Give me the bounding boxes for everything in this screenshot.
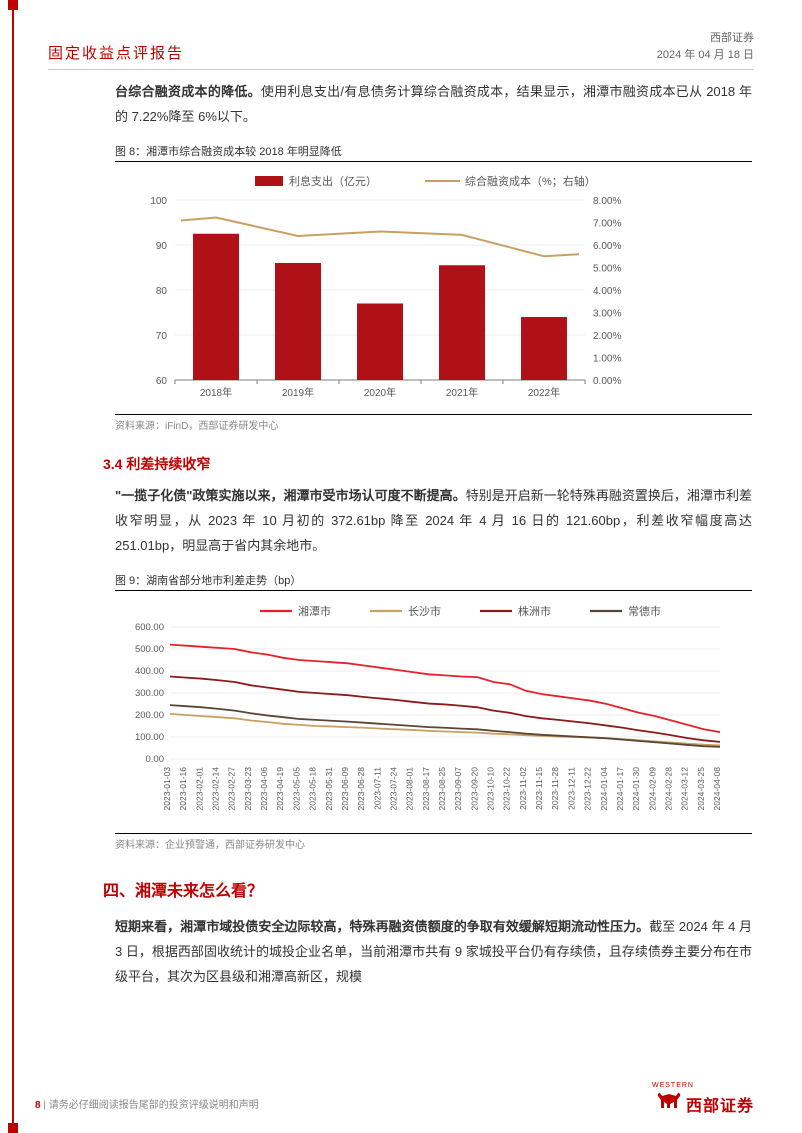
svg-text:2022年: 2022年 <box>528 386 560 399</box>
svg-text:0.00: 0.00 <box>146 754 165 765</box>
svg-text:2023-09-20: 2023-09-20 <box>469 767 479 811</box>
svg-text:2023-02-27: 2023-02-27 <box>227 767 237 811</box>
section-3-4-title: 3.4 利差持续收窄 <box>103 454 752 474</box>
svg-text:90: 90 <box>156 241 168 252</box>
svg-text:2023-08-01: 2023-08-01 <box>405 767 415 811</box>
svg-text:300.00: 300.00 <box>135 688 164 699</box>
svg-text:8.00%: 8.00% <box>593 196 621 207</box>
para3-bold: 短期来看，湘潭市域投债安全边际较高，特殊再融资债额度的争取有效缓解短期流动性压力… <box>115 919 649 934</box>
chart2-svg: 湘潭市 长沙市 株洲市 常德市 0.00 100.00 200.00 300.00 400.00… <box>115 599 735 829</box>
svg-text:2023-10-22: 2023-10-22 <box>502 767 512 811</box>
company-logo: WESTERN 西部证券 <box>656 1090 754 1117</box>
svg-text:株洲市: 株洲市 <box>518 604 551 618</box>
svg-text:2023-01-16: 2023-01-16 <box>178 767 188 811</box>
intro-bold: 台综合融资成本的降低。 <box>115 84 261 99</box>
svg-text:2023-10-10: 2023-10-10 <box>486 767 496 811</box>
svg-text:常德市: 常德市 <box>628 604 661 618</box>
svg-text:600.00: 600.00 <box>135 622 164 633</box>
company-name: 西部证券 <box>657 30 754 47</box>
disclaimer-text: | 请务必仔细阅读报告尾部的投资评级说明和声明 <box>41 1100 259 1111</box>
report-type: 固定收益点评报告 <box>48 42 184 63</box>
report-date: 2024 年 04 月 18 日 <box>657 47 754 64</box>
chart2-source: 资料来源：企业预警通，西部证券研发中心 <box>115 833 752 851</box>
svg-text:2024-03-12: 2024-03-12 <box>680 767 690 811</box>
svg-text:2024-02-09: 2024-02-09 <box>647 767 657 811</box>
svg-text:2023-12-22: 2023-12-22 <box>583 767 593 811</box>
chart2-container: 湘潭市 长沙市 株洲市 常德市 0.00 100.00 200.00 300.00 400.00… <box>115 590 752 829</box>
svg-text:2023-04-06: 2023-04-06 <box>259 767 269 811</box>
para3: 短期来看，湘潭市域投债安全边际较高，特殊再融资债额度的争取有效缓解短期流动性压力… <box>115 915 752 989</box>
svg-text:2023-04-19: 2023-04-19 <box>275 767 285 811</box>
logo-en: WESTERN <box>652 1082 694 1089</box>
svg-text:长沙市: 长沙市 <box>408 604 441 618</box>
svg-text:2023-05-31: 2023-05-31 <box>324 767 334 811</box>
svg-text:4.00%: 4.00% <box>593 286 621 297</box>
svg-text:2023-08-25: 2023-08-25 <box>437 767 447 811</box>
svg-text:80: 80 <box>156 286 168 297</box>
svg-text:6.00%: 6.00% <box>593 241 621 252</box>
svg-text:100.00: 100.00 <box>135 732 164 743</box>
chart1-caption: 图 8：湘潭市综合融资成本较 2018 年明显降低 <box>115 143 752 159</box>
svg-text:2023-05-18: 2023-05-18 <box>308 767 318 811</box>
svg-text:2021年: 2021年 <box>446 386 478 399</box>
svg-text:2024-03-25: 2024-03-25 <box>696 767 706 811</box>
svg-text:200.00: 200.00 <box>135 710 164 721</box>
svg-text:0.00%: 0.00% <box>593 376 621 387</box>
svg-text:5.00%: 5.00% <box>593 264 621 275</box>
svg-text:2023-02-01: 2023-02-01 <box>194 767 204 811</box>
svg-text:2023-12-11: 2023-12-11 <box>566 767 576 810</box>
svg-text:2019年: 2019年 <box>282 386 314 399</box>
svg-text:湘潭市: 湘潭市 <box>298 604 331 618</box>
chart1-container: 利息支出（亿元） 综合融资成本（%；右轴） 60 70 80 90 100 0.00% 1.00… <box>115 161 752 410</box>
svg-text:2023-03-23: 2023-03-23 <box>243 767 253 811</box>
svg-text:2023-01-03: 2023-01-03 <box>162 767 172 811</box>
svg-text:2024-02-28: 2024-02-28 <box>663 767 673 811</box>
logo-cn: 西部证券 <box>686 1092 754 1116</box>
svg-text:500.00: 500.00 <box>135 644 164 655</box>
svg-text:综合融资成本（%；右轴）: 综合融资成本（%；右轴） <box>465 174 596 188</box>
svg-text:3.00%: 3.00% <box>593 309 621 320</box>
svg-text:60: 60 <box>156 376 168 387</box>
svg-text:2023-06-28: 2023-06-28 <box>356 767 366 811</box>
header-right: 西部证券 2024 年 04 月 18 日 <box>657 30 754 63</box>
svg-text:2023-08-17: 2023-08-17 <box>421 767 431 811</box>
chart1-source: 资料来源：iFinD，西部证券研发中心 <box>115 414 752 432</box>
para2: "一揽子化债"政策实施以来，湘潭市受市场认可度不断提高。特别是开启新一轮特殊再融… <box>115 484 752 558</box>
svg-text:2020年: 2020年 <box>364 386 396 399</box>
svg-text:2023-07-11: 2023-07-11 <box>372 767 382 810</box>
svg-text:2023-09-07: 2023-09-07 <box>453 767 463 811</box>
svg-text:利息支出（亿元）: 利息支出（亿元） <box>289 174 377 188</box>
svg-text:2024-01-17: 2024-01-17 <box>615 767 625 811</box>
svg-text:2023-06-09: 2023-06-09 <box>340 767 350 811</box>
intro-paragraph: 台综合融资成本的降低。使用利息支出/有息债务计算综合融资成本，结果显示，湘潭市融… <box>115 80 752 129</box>
chart2-caption: 图 9：湖南省部分地市利差走势（bp） <box>115 572 752 588</box>
svg-text:2023-11-02: 2023-11-02 <box>518 767 528 810</box>
svg-text:2023-11-15: 2023-11-15 <box>534 767 544 810</box>
chart1-svg: 利息支出（亿元） 综合融资成本（%；右轴） 60 70 80 90 100 0.00% 1.00… <box>115 170 655 410</box>
svg-text:2024-04-08: 2024-04-08 <box>712 767 722 811</box>
svg-text:100: 100 <box>150 196 167 207</box>
svg-text:1.00%: 1.00% <box>593 354 621 365</box>
svg-text:2023-02-14: 2023-02-14 <box>211 767 221 811</box>
svg-text:2023-05-05: 2023-05-05 <box>291 767 301 811</box>
svg-text:2.00%: 2.00% <box>593 331 621 342</box>
svg-text:7.00%: 7.00% <box>593 219 621 230</box>
svg-text:2024-01-04: 2024-01-04 <box>599 767 609 811</box>
svg-text:2023-11-28: 2023-11-28 <box>550 767 560 810</box>
svg-text:2023-07-24: 2023-07-24 <box>388 767 398 811</box>
svg-text:400.00: 400.00 <box>135 666 164 677</box>
svg-text:2018年: 2018年 <box>200 386 232 399</box>
section-4-title: 四、湘潭未来怎么看？ <box>103 877 752 901</box>
bull-icon <box>656 1090 682 1112</box>
svg-text:2024-01-30: 2024-01-30 <box>631 767 641 811</box>
svg-text:70: 70 <box>156 331 168 342</box>
para2-bold: "一揽子化债"政策实施以来，湘潭市受市场认可度不断提高。 <box>115 488 466 503</box>
footer-disclaimer: 8 | 请务必仔细阅读报告尾部的投资评级说明和声明 <box>35 1096 259 1111</box>
